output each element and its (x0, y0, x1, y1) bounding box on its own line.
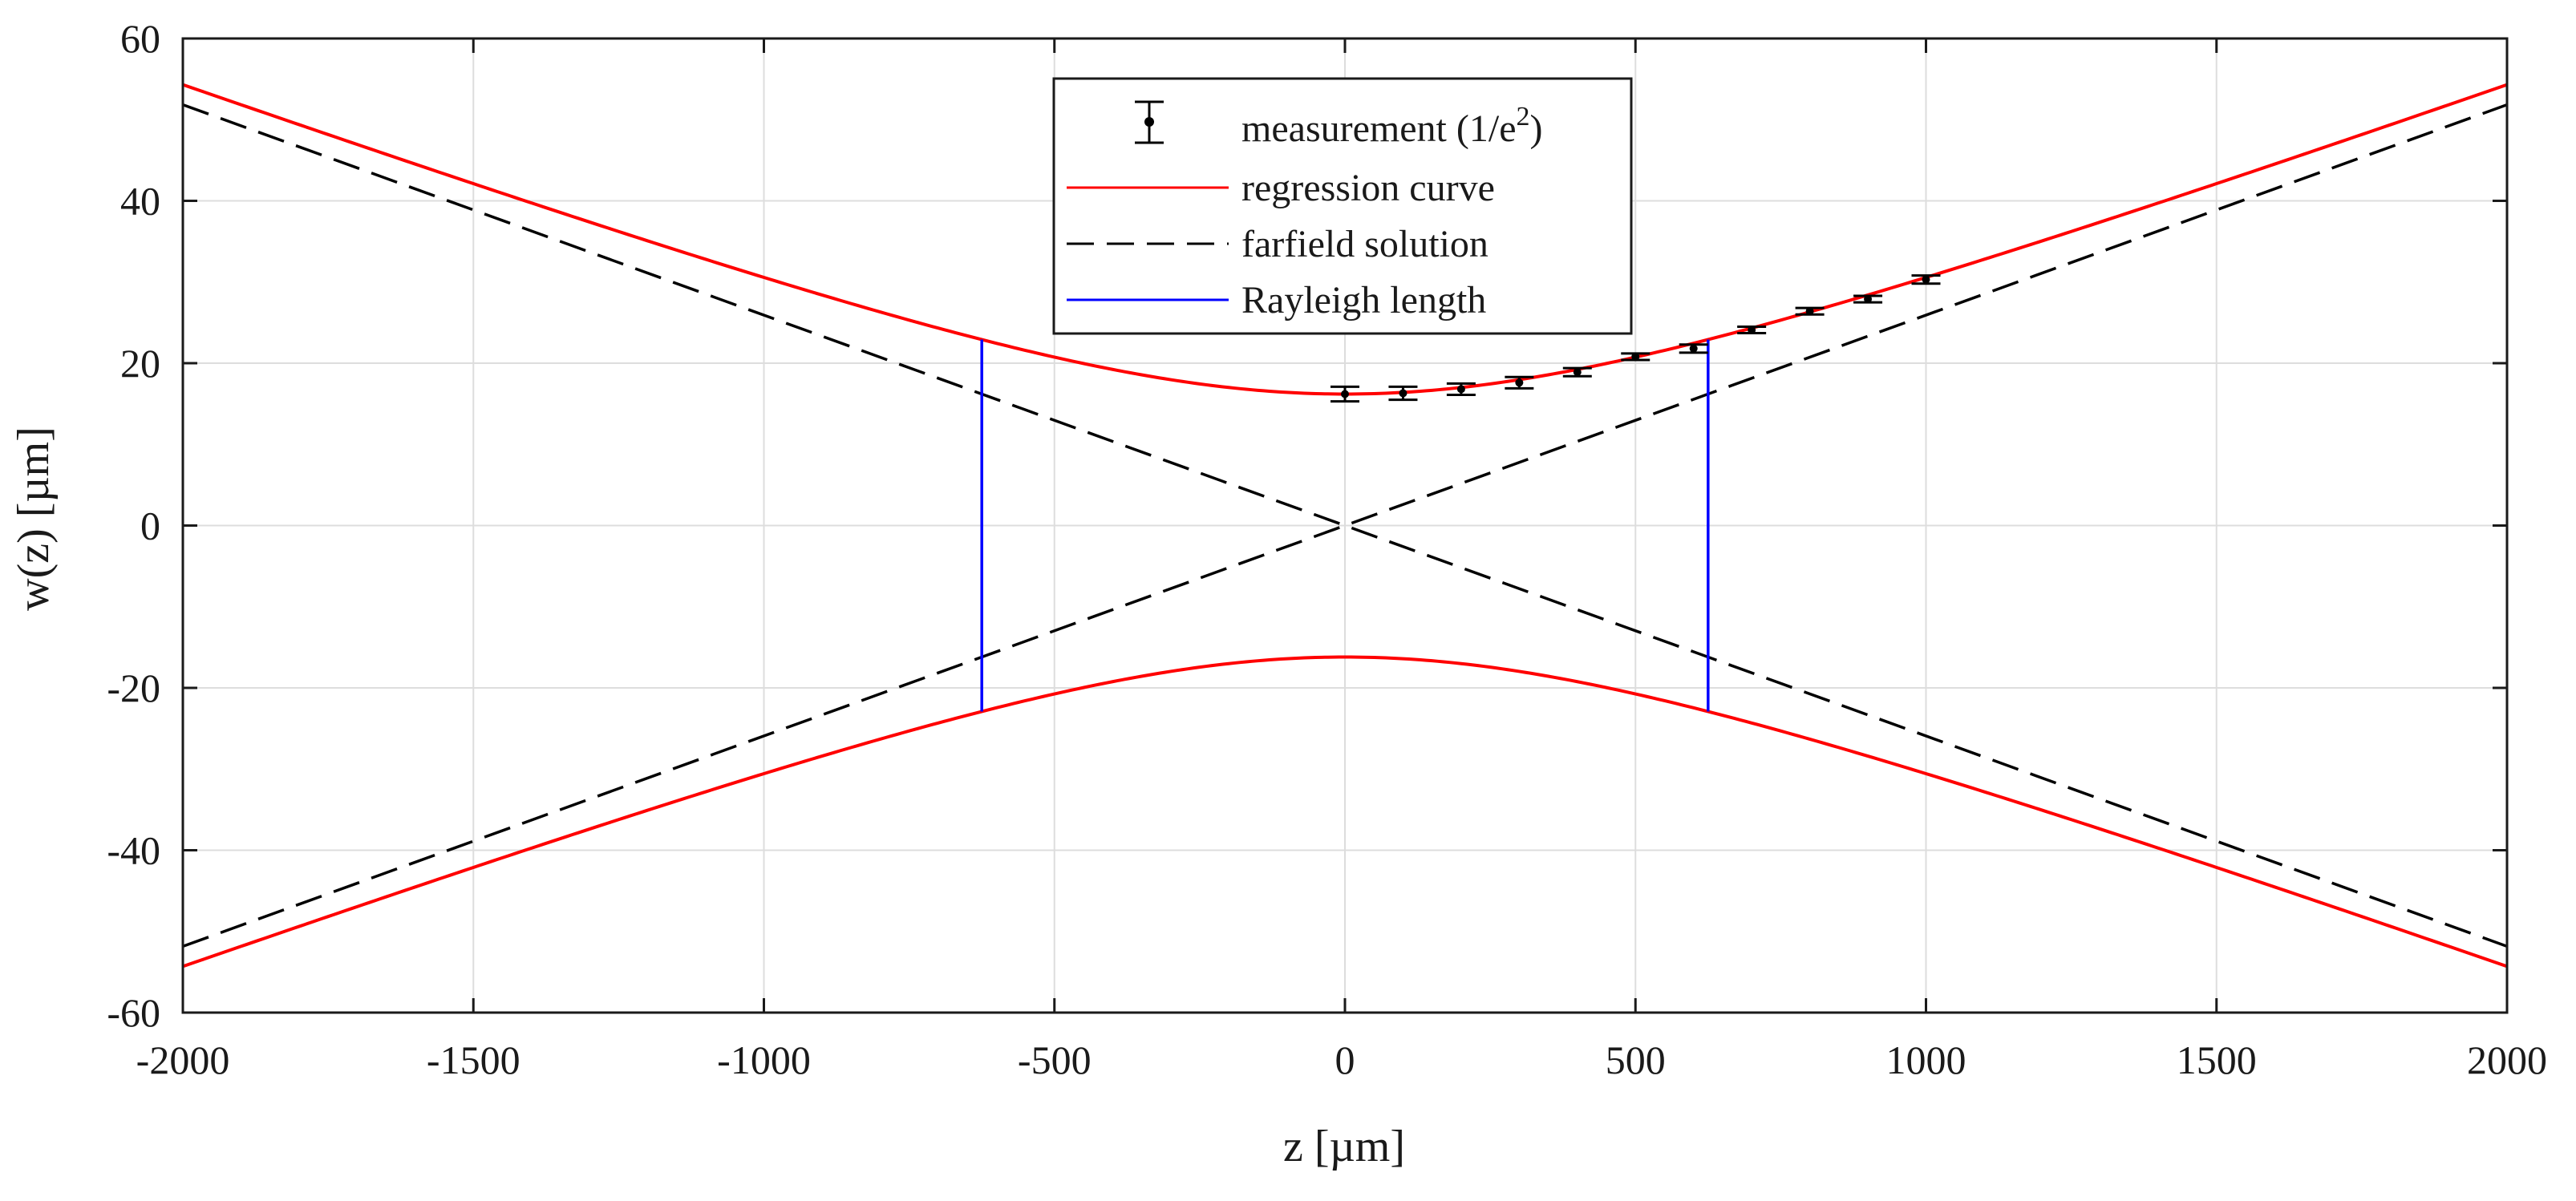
y-tick-label: 60 (120, 16, 160, 61)
y-tick-label: 20 (120, 341, 160, 386)
x-tick-label: 500 (1606, 1037, 1666, 1082)
measurement-point (1331, 385, 1359, 403)
measurement-point (1562, 366, 1592, 378)
measurement-point (1388, 385, 1418, 402)
data-point (1689, 344, 1698, 353)
x-tick-label: 0 (1335, 1037, 1355, 1082)
x-axis-label: z [µm] (1283, 1122, 1405, 1171)
farfield-line-rising (182, 103, 2508, 948)
tick-marks (181, 37, 2509, 1014)
measurement-point (1911, 274, 1941, 285)
y-axis-label: w(z) [µm] (9, 427, 59, 611)
data-point (1631, 352, 1640, 361)
legend-label-rayleigh: Rayleigh length (1241, 279, 1486, 321)
measurement-point (1446, 382, 1476, 396)
regression-curve-lower (182, 655, 2508, 968)
data-point (1573, 368, 1582, 377)
data-point (1399, 389, 1407, 398)
measurement-point (1621, 352, 1651, 362)
y-tick-label: -20 (107, 665, 160, 710)
data-point (1864, 295, 1873, 304)
measurement-point (1679, 343, 1708, 354)
tick-labels: -2000 -1500 -1000 -500 0 500 1000 1500 2000 60 40 2… (107, 16, 2547, 1082)
data-point (1922, 275, 1930, 284)
legend-label-regression: regression curve (1241, 167, 1495, 209)
y-tick-label: -40 (107, 828, 160, 873)
x-tick-label: -1000 (717, 1037, 811, 1082)
data-point (1341, 390, 1349, 398)
x-tick-label: -500 (1018, 1037, 1092, 1082)
measurement-point (1505, 375, 1534, 390)
legend-marker-measurement (1135, 100, 1164, 144)
y-tick-label: -60 (107, 990, 160, 1035)
x-tick-label: -2000 (136, 1037, 230, 1082)
x-tick-label: 2000 (2467, 1037, 2547, 1082)
measurement-point (1853, 294, 1883, 304)
legend-label-farfield: farfield solution (1241, 223, 1488, 265)
y-tick-label: 40 (120, 179, 160, 224)
measurement-point (1795, 306, 1825, 316)
data-point (1456, 385, 1465, 394)
data-point (1748, 326, 1756, 334)
farfield-line-falling (182, 103, 2508, 948)
legend-label-measurement: measurement (1/e2) (1241, 102, 1543, 150)
x-tick-label: 1000 (1886, 1037, 1966, 1082)
y-tick-label: 0 (140, 503, 160, 548)
x-tick-label: -1500 (427, 1037, 520, 1082)
data-point (1515, 378, 1524, 387)
measurement-point (1737, 325, 1767, 335)
x-tick-label: 1500 (2177, 1037, 2257, 1082)
data-point (1805, 307, 1814, 316)
plot-series (182, 83, 2508, 968)
legend: measurement (1/e2) regression curve farf… (1052, 77, 1633, 335)
